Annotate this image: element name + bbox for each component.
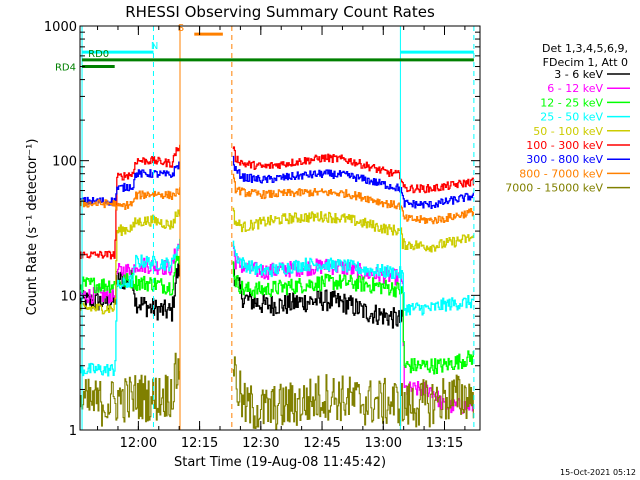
x-tick-label-2: 12:30 (242, 436, 279, 451)
x-axis-label: Start Time (19-Aug-08 11:45:42) (174, 455, 386, 470)
legend-label-1: 6 - 12 keV (547, 82, 603, 95)
series-line-4 (80, 207, 474, 315)
x-tick-label-3: 12:45 (303, 436, 340, 451)
y-axis-label: Count Rate (s⁻¹ detector⁻¹) (25, 139, 40, 316)
flag-label-0: N (151, 41, 158, 52)
y-tick-label-2: 100 (52, 155, 77, 170)
legend-label-7: 800 - 7000 keV (519, 167, 603, 180)
legend: Det 1,3,4,5,6,9,FDecim 1, Att 03 - 6 keV… (505, 42, 630, 195)
plot-frame (79, 25, 481, 431)
series-line-3 (80, 238, 474, 377)
plot-area: N S RD0 RD4 1 10 100 1000 12:00 12:15 12:30 12:45 13… (44, 20, 481, 451)
legend-label-0: 3 - 6 keV (554, 68, 603, 81)
y-tick-label-1: 10 (60, 289, 77, 304)
legend-label-6: 300 - 800 keV (526, 153, 603, 166)
series-line-8 (80, 352, 474, 430)
footer-timestamp: 15-Oct-2021 05:12 (560, 468, 636, 477)
flag-label-3: RD4 (55, 63, 76, 74)
x-tick-label-1: 12:15 (181, 436, 218, 451)
flag-label-1: S (178, 23, 184, 34)
y-tick-label-0: 1 (69, 424, 77, 439)
x-tick-label-4: 13:00 (365, 436, 402, 451)
legend-label-8: 7000 - 15000 keV (505, 182, 603, 195)
series-line-7 (80, 173, 474, 225)
chart-title: RHESSI Observing Summary Count Rates (125, 3, 435, 21)
legend-label-5: 100 - 300 keV (526, 139, 603, 152)
legend-label-2: 12 - 25 keV (540, 96, 603, 109)
legend-header-1: FDecim 1, Att 0 (543, 56, 628, 69)
legend-label-4: 50 - 100 keV (533, 125, 603, 138)
series-line-5 (80, 144, 474, 260)
series-line-1 (80, 243, 474, 414)
x-tick-label-5: 13:15 (426, 436, 463, 451)
series-group (80, 144, 474, 430)
x-tick-label-0: 12:00 (120, 436, 157, 451)
legend-header-0: Det 1,3,4,5,6,9, (542, 42, 628, 55)
y-tick-label-3: 1000 (44, 20, 77, 35)
legend-label-3: 25 - 50 keV (540, 111, 603, 124)
series-line-6 (80, 155, 474, 209)
flag-label-2: RD0 (88, 49, 109, 60)
